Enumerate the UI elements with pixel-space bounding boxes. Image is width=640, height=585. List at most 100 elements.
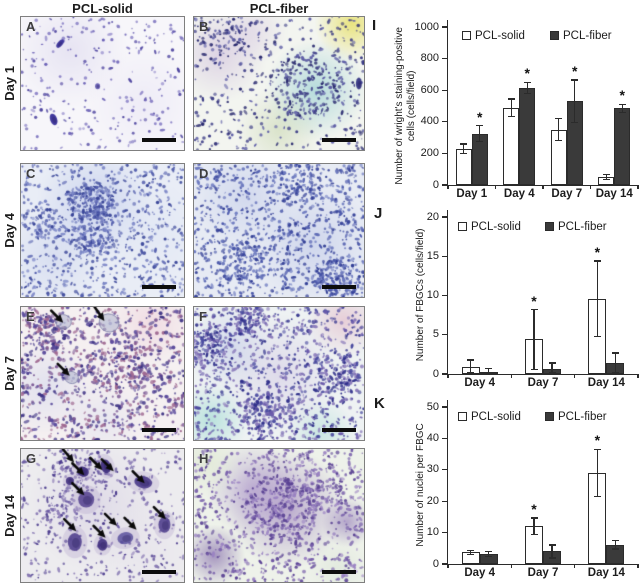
- micrograph-panel-g: G: [20, 448, 185, 583]
- y-tick-mark: [442, 469, 447, 471]
- error-bar-cap: [611, 548, 619, 550]
- error-bar-cap: [593, 495, 601, 498]
- error-bar-cap: [467, 359, 475, 361]
- chart-i-y-axis-label: Number of wright's staining-positive cel…: [394, 27, 417, 185]
- y-tick-mark: [442, 532, 447, 534]
- y-tick-label: 1000: [414, 20, 439, 33]
- x-tick-mark: [574, 564, 576, 568]
- legend-label: PCL-solid: [475, 30, 525, 42]
- micrograph-image: [21, 164, 184, 297]
- chart-j-letter: J: [374, 205, 383, 222]
- y-tick-mark: [442, 563, 447, 565]
- panel-letter: G: [26, 451, 37, 466]
- error-bar-cap: [611, 539, 619, 541]
- bar-pcl-solid: [455, 148, 472, 185]
- bar-pcl-fiber: [614, 108, 631, 185]
- significance-star: *: [531, 292, 537, 309]
- significance-star: *: [572, 62, 578, 79]
- y-tick-label: 50: [426, 400, 439, 413]
- error-bar-cap: [611, 352, 619, 354]
- micrograph-image: [194, 17, 364, 150]
- bar-pcl-fiber: [519, 87, 536, 185]
- scale-bar: [322, 570, 356, 574]
- x-category-label: Day 7: [527, 377, 559, 389]
- error-bar-cap: [530, 534, 538, 536]
- legend-label: PCL-solid: [471, 221, 521, 233]
- error-bar-cap: [548, 557, 556, 559]
- error-bar-cap: [530, 517, 538, 519]
- chart-k-y-axis-label: Number of nuclei per FBGC: [415, 423, 427, 547]
- x-category-label: Day 1: [456, 188, 488, 200]
- scale-bar: [322, 428, 356, 432]
- error-bar-cap: [555, 118, 563, 120]
- y-tick-mark: [442, 406, 447, 408]
- error-bar-cap: [485, 555, 493, 558]
- y-tick-label: 200: [420, 146, 439, 159]
- error-bar-cap: [548, 372, 556, 374]
- error-bar-line: [621, 104, 623, 113]
- y-tick-mark: [442, 500, 447, 502]
- row-label-text: Day 14: [2, 494, 17, 537]
- legend-label: PCL-fiber: [558, 221, 607, 233]
- y-axis-line: [447, 210, 449, 375]
- error-bar-line: [487, 551, 490, 557]
- x-tick-mark: [637, 185, 639, 189]
- error-bar-line: [469, 359, 472, 373]
- legend-label: PCL-fiber: [558, 411, 607, 423]
- y-tick-mark: [442, 58, 447, 60]
- y-axis-line: [447, 20, 449, 186]
- legend-swatch-solid: [458, 222, 467, 231]
- error-bar-cap: [460, 143, 468, 145]
- y-tick-label: 20: [426, 210, 439, 223]
- error-bar-cap: [460, 152, 468, 155]
- x-tick-mark: [637, 374, 639, 378]
- micrograph-panel-h: H: [193, 448, 365, 583]
- error-bar-cap: [476, 140, 484, 143]
- error-bar-cap: [530, 368, 538, 370]
- error-bar-cap: [618, 103, 626, 106]
- micrograph-image: [194, 164, 364, 297]
- y-tick-label: 800: [420, 52, 439, 65]
- scale-bar: [142, 285, 176, 289]
- error-bar-cap: [523, 81, 531, 83]
- bar-pcl-solid: [503, 107, 520, 185]
- error-bar-cap: [548, 544, 556, 546]
- panel-letter: H: [199, 451, 209, 466]
- x-axis-line: [447, 374, 638, 376]
- error-bar-cap: [530, 309, 538, 311]
- error-bar-line: [533, 517, 535, 535]
- y-tick-label: 30: [426, 463, 439, 476]
- error-bar-cap: [611, 372, 619, 374]
- y-tick-mark: [442, 89, 447, 91]
- error-bar-cap: [571, 121, 579, 124]
- scale-bar: [322, 138, 356, 142]
- chart-k-letter: K: [374, 395, 385, 412]
- y-tick-label: 600: [420, 83, 439, 96]
- legend-swatch-solid: [458, 412, 467, 421]
- significance-star: *: [594, 432, 601, 449]
- y-tick-mark: [442, 121, 447, 123]
- error-bar-line: [605, 174, 607, 180]
- x-category-label: Day 14: [587, 377, 625, 389]
- legend-label: PCL-solid: [471, 411, 521, 423]
- panel-letter: B: [199, 19, 209, 34]
- significance-star: *: [619, 87, 625, 104]
- x-tick-mark: [447, 564, 449, 568]
- x-tick-mark: [447, 185, 449, 189]
- micrograph-image: [194, 449, 364, 582]
- error-bar-line: [463, 143, 465, 154]
- x-category-label: Day 7: [551, 188, 583, 200]
- error-bar-line: [533, 309, 535, 370]
- error-bar-line: [479, 125, 481, 142]
- x-category-label: Day 4: [464, 377, 495, 389]
- y-tick-mark: [442, 216, 447, 218]
- significance-star: *: [594, 243, 601, 260]
- x-tick-mark: [542, 185, 544, 189]
- y-tick-label: 10: [426, 289, 439, 301]
- micrograph-panel-a: A: [20, 16, 185, 151]
- x-tick-mark: [447, 374, 449, 378]
- error-bar-line: [596, 449, 599, 497]
- y-tick-label: 0: [432, 178, 439, 191]
- x-tick-mark: [510, 374, 513, 378]
